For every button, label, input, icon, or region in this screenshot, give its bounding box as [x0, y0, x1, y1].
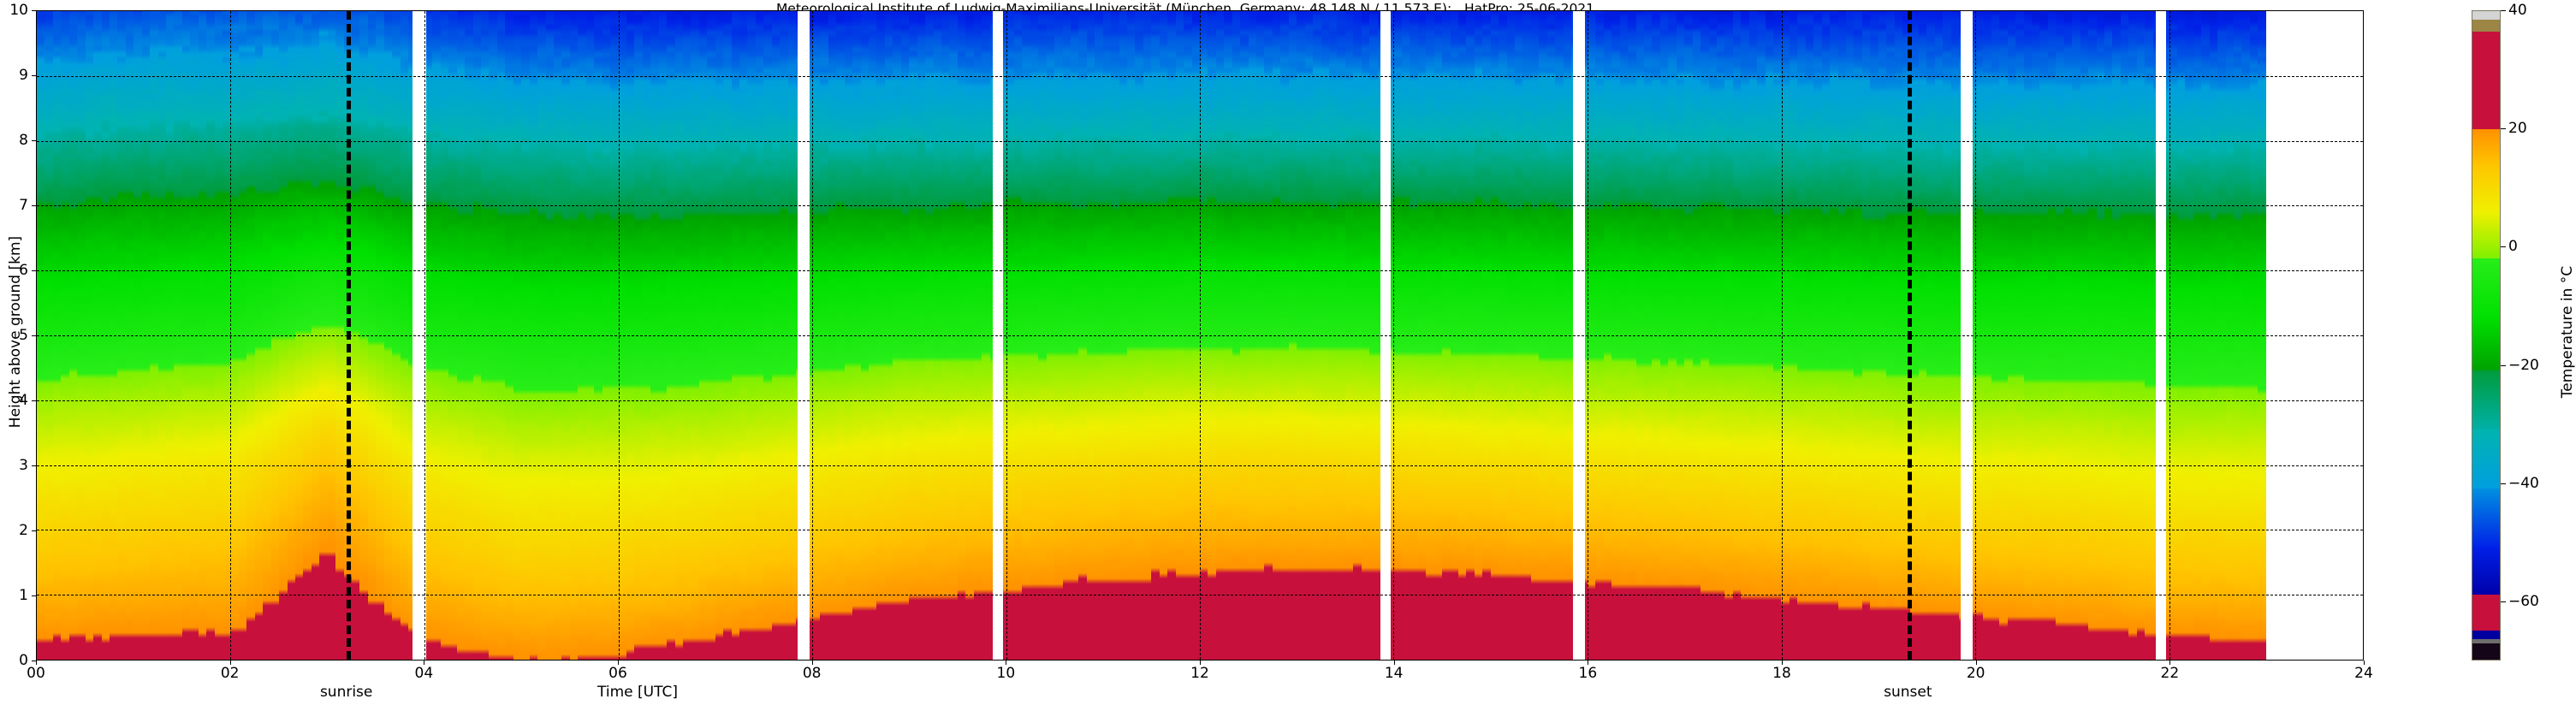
gridline-vertical	[1006, 11, 1007, 660]
gridline-vertical	[2169, 11, 2170, 660]
y-tick	[32, 400, 36, 401]
colorbar-segment	[2472, 548, 2500, 596]
colorbar-tick	[2501, 364, 2506, 366]
colorbar-tick-label: 40	[2508, 2, 2527, 19]
gridline-vertical	[1974, 11, 1976, 660]
x-tick-label: 14	[1384, 665, 1404, 682]
colorbar-tick	[2501, 483, 2506, 484]
y-tick-label: 7	[19, 197, 28, 214]
x-tick-label: 24	[2354, 665, 2373, 682]
x-tick-label: 06	[608, 665, 627, 682]
gridline-vertical	[424, 11, 425, 660]
heatmap-axes	[36, 10, 2364, 661]
y-tick	[32, 205, 36, 206]
x-tick-label: 04	[414, 665, 434, 682]
colorbar-segment	[2472, 128, 2500, 166]
colorbar-segment	[2472, 489, 2500, 548]
colorbar-tick-label: −20	[2508, 356, 2539, 374]
colorbar-segment	[2472, 32, 2500, 130]
gridline-vertical	[1200, 11, 1201, 660]
sun-line-sunrise	[347, 11, 352, 660]
colorbar-segment	[2472, 258, 2500, 319]
colorbar-segment	[2472, 317, 2500, 372]
colorbar-segment	[2472, 11, 2500, 21]
colorbar-tick	[2501, 10, 2506, 11]
colorbar-segment	[2472, 643, 2500, 660]
x-tick	[36, 661, 37, 665]
y-tick	[32, 270, 36, 271]
gridline-vertical	[230, 11, 232, 660]
x-tick-label: 12	[1190, 665, 1209, 682]
x-tick	[1200, 661, 1201, 665]
gridline-vertical	[811, 11, 813, 660]
colorbar-title: Temperature in °C	[2559, 265, 2576, 399]
gridline-vertical	[1781, 11, 1783, 660]
colorbar-segment	[2472, 595, 2500, 631]
x-tick-label: 22	[2160, 665, 2180, 682]
colorbar-tick-label: 0	[2508, 238, 2518, 256]
x-tick	[1782, 661, 1783, 665]
y-tick-label: 9	[19, 67, 28, 84]
colorbar-segment	[2472, 630, 2500, 640]
y-tick-label: 2	[19, 522, 28, 539]
colorbar-segment	[2472, 164, 2500, 213]
x-tick-label: 08	[802, 665, 822, 682]
y-axis-label: Height above ground [km]	[7, 235, 24, 429]
colorbar	[2472, 10, 2501, 661]
gridline-vertical	[1393, 11, 1395, 660]
colorbar-segment	[2472, 430, 2500, 490]
y-tick-label: 1	[19, 587, 28, 604]
x-tick-label: 00	[27, 665, 45, 682]
colorbar-tick-label: 20	[2508, 120, 2527, 138]
y-tick-label: 3	[19, 457, 28, 474]
colorbar-segment	[2472, 20, 2500, 33]
x-tick-label: 18	[1772, 665, 1791, 682]
y-tick	[32, 10, 36, 11]
y-tick	[32, 530, 36, 531]
sun-event-label-sunset: sunset	[1884, 684, 1932, 701]
x-axis-label: Time [UTC]	[597, 684, 678, 701]
colorbar-segment	[2472, 211, 2500, 260]
colorbar-tick	[2501, 246, 2506, 248]
x-tick	[1393, 661, 1395, 665]
colorbar-segment	[2472, 638, 2500, 645]
y-tick	[32, 140, 36, 141]
x-tick	[1975, 661, 1977, 665]
colorbar-tick-label: −40	[2508, 474, 2539, 492]
sun-event-label-sunrise: sunrise	[319, 684, 373, 701]
colorbar-segment	[2472, 370, 2500, 431]
gridline-vertical	[618, 11, 620, 660]
y-tick	[32, 75, 36, 76]
x-tick-label: 02	[220, 665, 240, 682]
y-tick-label: 8	[19, 132, 28, 149]
colorbar-tick	[2501, 128, 2506, 130]
colorbar-tick	[2501, 601, 2506, 602]
y-tick	[32, 465, 36, 466]
colorbar-tick-label: −60	[2508, 592, 2539, 610]
y-tick-label: 5	[19, 327, 28, 344]
x-tick	[811, 661, 813, 665]
y-tick-label: 10	[9, 2, 28, 19]
x-tick-label: 20	[1966, 665, 1985, 682]
x-tick	[2169, 661, 2171, 665]
y-tick-label: 6	[19, 262, 28, 279]
x-tick	[2364, 661, 2365, 665]
x-tick	[229, 661, 231, 665]
sun-line-sunset	[1907, 11, 1912, 660]
x-tick-label: 16	[1578, 665, 1598, 682]
y-tick-label: 0	[19, 652, 28, 669]
y-tick	[32, 595, 36, 596]
x-tick	[618, 661, 619, 665]
x-tick-label: 10	[996, 665, 1016, 682]
y-tick-label: 4	[19, 392, 28, 409]
y-tick	[32, 335, 36, 336]
